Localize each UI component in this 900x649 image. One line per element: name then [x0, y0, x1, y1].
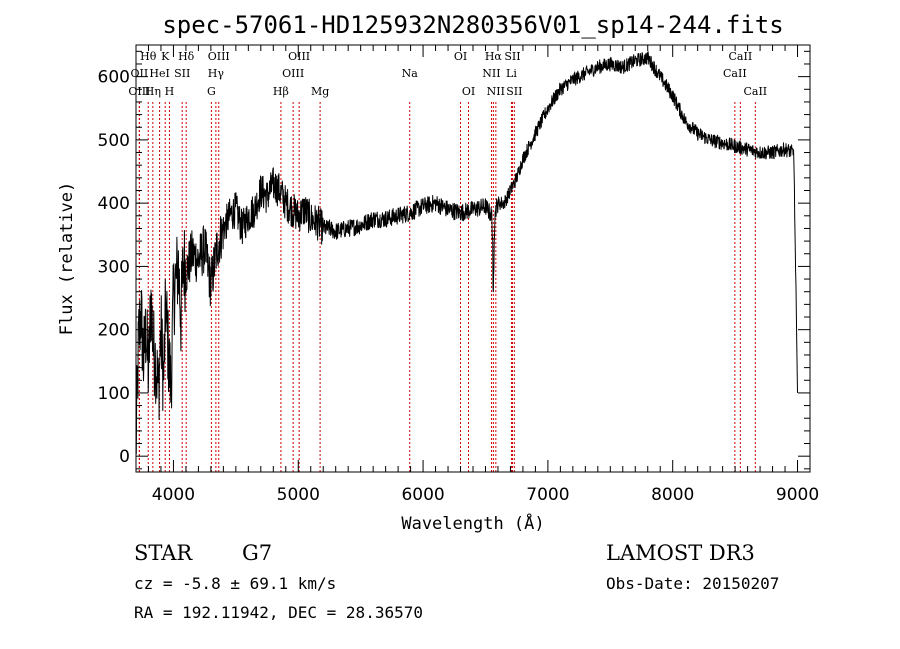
coordinates-text: RA = 192.11942, DEC = 28.36570 [134, 603, 423, 622]
spectral-line-label: Hη [145, 85, 161, 98]
y-tick-label: 500 [98, 131, 130, 151]
spectral-line-label: CaII [729, 50, 753, 63]
spectral-line-label: OIII [282, 67, 304, 80]
y-tick-label: 600 [98, 68, 130, 88]
y-tick-label: 200 [98, 321, 130, 341]
redshift-text: cz = -5.8 ± 69.1 km/s [134, 574, 337, 593]
spectral-class: G7 [242, 541, 273, 565]
spectral-line-label: Hα [485, 50, 503, 63]
y-axis-label: Flux (relative) [57, 182, 77, 336]
spectral-line-label: Hβ [273, 85, 289, 98]
chart-title: spec-57061-HD125932N280356V01_sp14-244.f… [162, 11, 783, 39]
spectral-line-label: H [165, 85, 175, 98]
survey-name: LAMOST DR3 [606, 541, 755, 565]
spectral-line-label: SII [506, 85, 522, 98]
x-tick-label: 9000 [776, 485, 819, 505]
spectral-line-label: NII [487, 85, 505, 98]
spectral-line-label: CaII [743, 85, 767, 98]
x-tick-label: 6000 [401, 485, 444, 505]
spectral-line-label: CaII [723, 67, 747, 80]
x-axis-label: Wavelength (Å) [401, 512, 544, 534]
spectral-line-label: HeI [149, 67, 169, 80]
spectral-line-label: G [207, 85, 216, 98]
y-tick-label: 0 [119, 447, 130, 467]
spectral-line-label: Hγ [208, 67, 225, 80]
x-tick-label: 4000 [152, 485, 195, 505]
plot-frame [135, 44, 811, 473]
spectral-line-label: Hδ [178, 50, 195, 63]
spectral-line-label: OI [454, 50, 467, 63]
y-tick-label: 100 [98, 384, 130, 404]
x-tick-label: 7000 [526, 485, 569, 505]
spectral-line-label: Mg [311, 85, 329, 98]
spectrum-line [135, 51, 798, 455]
y-tick-label: 400 [98, 194, 130, 214]
spectral-line-label: NII [482, 67, 500, 80]
spectral-line-label: OIII [288, 50, 310, 63]
spectral-line-label: SII [504, 50, 520, 63]
x-tick-label: 5000 [277, 485, 320, 505]
object-type: STAR [134, 541, 193, 565]
spectral-line-label: Na [402, 67, 419, 80]
obs-date-text: Obs-Date: 20150207 [606, 574, 780, 593]
spectral-line-label: OII [131, 67, 149, 80]
y-tick-label: 300 [98, 257, 130, 277]
spectral-line-label: OIII [128, 85, 150, 98]
spectral-line-label: OI [462, 85, 475, 98]
spectral-line-label: Hθ [140, 50, 157, 63]
spectral-line-label: SII [174, 67, 190, 80]
spectral-line-label: Li [506, 67, 517, 80]
x-tick-label: 8000 [651, 485, 694, 505]
spectral-line-label: OIII [208, 50, 230, 63]
spectral-line-label: K [161, 50, 170, 63]
